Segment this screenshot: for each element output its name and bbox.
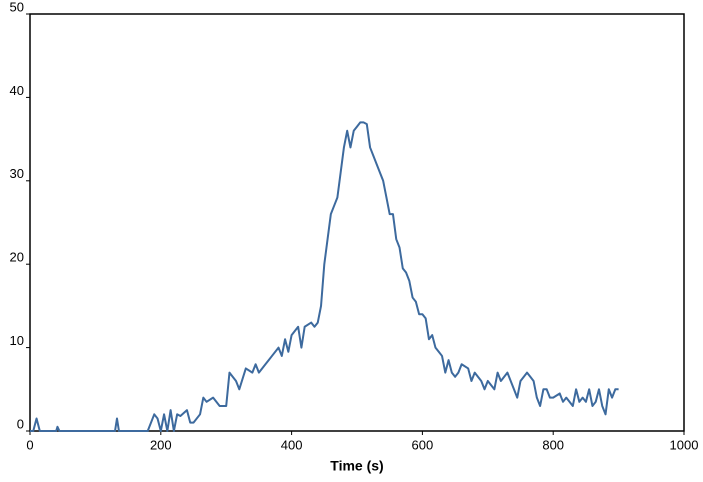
x-tick-label: 0 [26,437,33,452]
x-tick-label: 600 [412,437,434,452]
y-tick-label: 0 [17,416,24,431]
x-axis-label: Time (s) [330,458,383,474]
x-tick-label: 400 [281,437,303,452]
y-tick-label: 10 [10,333,24,348]
x-tick-label: 200 [150,437,172,452]
x-tick-label: 1000 [670,437,699,452]
y-tick-label: 20 [10,250,24,265]
y-tick-label: 40 [10,83,24,98]
plot-frame [29,13,685,432]
y-tick-label: 30 [10,166,24,181]
data-line [30,121,619,432]
x-tick-label: 800 [542,437,564,452]
y-tick-label: 50 [10,0,24,14]
